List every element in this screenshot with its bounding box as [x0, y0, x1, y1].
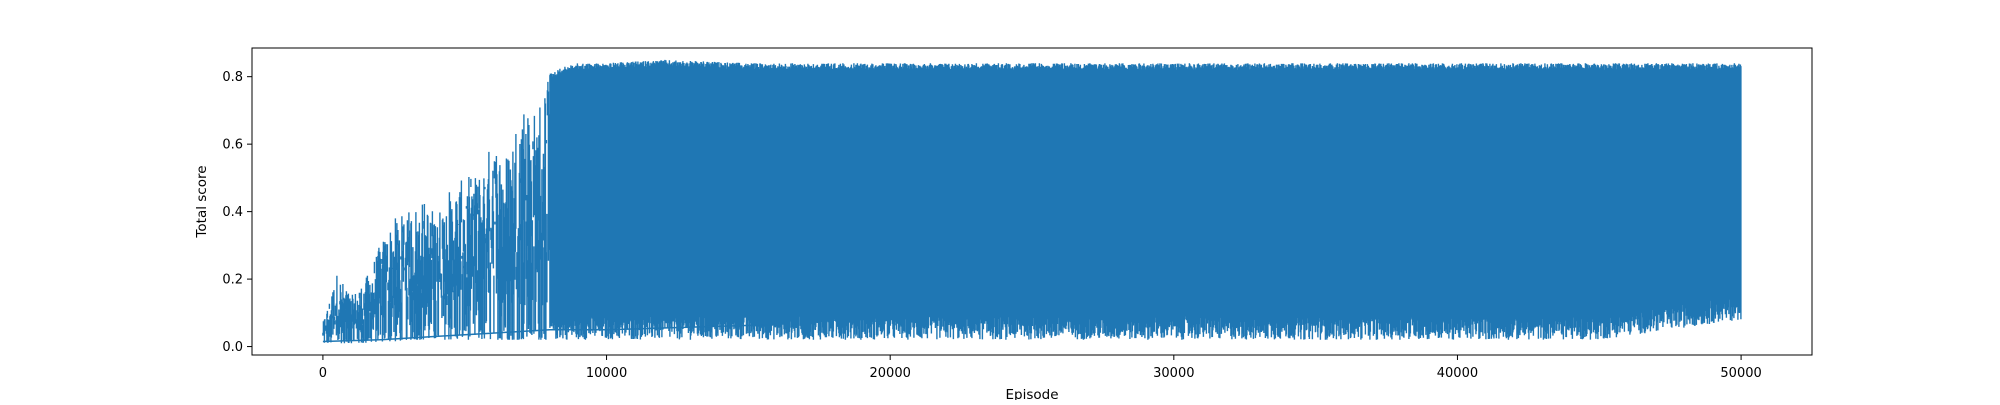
x-tick-label: 0 — [319, 366, 327, 381]
x-tick-label: 30000 — [1153, 366, 1194, 381]
plot-area — [322, 59, 1742, 344]
x-axis-label: Episode — [1005, 387, 1058, 400]
y-tick-label: 0.0 — [222, 340, 243, 355]
y-axis: 0.0 0.2 0.4 0.6 0.8 — [222, 70, 252, 355]
x-tick-label: 10000 — [586, 366, 627, 381]
y-tick-label: 0.2 — [222, 273, 243, 288]
y-tick-label: 0.6 — [222, 138, 243, 153]
x-tick-label: 50000 — [1720, 366, 1761, 381]
score-series — [322, 59, 1742, 344]
x-axis: 0 10000 20000 30000 40000 50000 — [319, 355, 1762, 381]
y-tick-label: 0.8 — [222, 70, 243, 85]
x-tick-label: 40000 — [1437, 366, 1478, 381]
score-trend-line — [322, 323, 777, 343]
y-tick-label: 0.4 — [222, 205, 243, 220]
x-tick-label: 20000 — [870, 366, 911, 381]
y-axis-label: Total score — [194, 165, 210, 238]
plot-frame — [251, 47, 1813, 356]
